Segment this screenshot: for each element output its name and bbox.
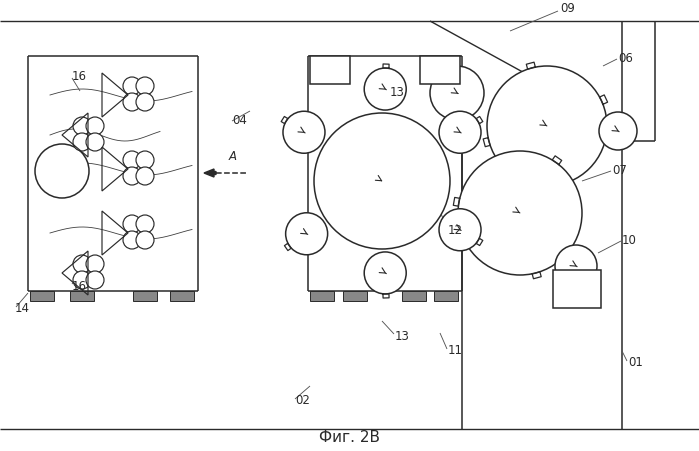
Circle shape xyxy=(286,213,328,255)
Circle shape xyxy=(314,113,450,249)
Circle shape xyxy=(136,231,154,249)
Circle shape xyxy=(123,77,141,95)
Bar xyxy=(343,291,367,301)
Circle shape xyxy=(86,133,104,151)
Circle shape xyxy=(123,151,141,169)
Circle shape xyxy=(86,255,104,273)
Circle shape xyxy=(86,271,104,289)
Circle shape xyxy=(439,111,481,153)
Circle shape xyxy=(599,112,637,150)
Bar xyxy=(30,291,54,301)
Text: 10: 10 xyxy=(622,235,637,248)
Text: 07: 07 xyxy=(612,165,627,178)
Circle shape xyxy=(364,68,406,110)
Circle shape xyxy=(35,144,89,198)
Bar xyxy=(402,291,426,301)
Circle shape xyxy=(136,151,154,169)
Circle shape xyxy=(123,167,141,185)
Circle shape xyxy=(439,209,481,251)
Bar xyxy=(420,56,460,84)
Circle shape xyxy=(86,117,104,135)
Circle shape xyxy=(487,66,607,186)
Circle shape xyxy=(73,133,91,151)
Bar xyxy=(133,291,157,301)
Bar xyxy=(70,291,94,301)
Text: 13: 13 xyxy=(390,87,405,100)
Circle shape xyxy=(555,245,597,287)
Text: 16: 16 xyxy=(72,280,87,293)
Circle shape xyxy=(136,215,154,233)
FancyArrow shape xyxy=(204,169,216,177)
Circle shape xyxy=(123,93,141,111)
Text: Фиг. 2В: Фиг. 2В xyxy=(319,430,380,445)
Text: A: A xyxy=(229,150,237,163)
Bar xyxy=(434,291,458,301)
Circle shape xyxy=(123,215,141,233)
Text: 13: 13 xyxy=(395,330,410,342)
Bar xyxy=(310,291,334,301)
Circle shape xyxy=(136,77,154,95)
Text: 01: 01 xyxy=(628,356,643,369)
Text: 02: 02 xyxy=(295,395,310,408)
Text: 06: 06 xyxy=(618,52,633,65)
Text: 14: 14 xyxy=(15,303,30,316)
Circle shape xyxy=(136,167,154,185)
Circle shape xyxy=(458,151,582,275)
Circle shape xyxy=(73,117,91,135)
Circle shape xyxy=(430,66,484,120)
Bar xyxy=(170,291,194,301)
Bar xyxy=(310,56,350,84)
Circle shape xyxy=(123,231,141,249)
Text: 09: 09 xyxy=(560,3,575,15)
Text: 11: 11 xyxy=(448,345,463,358)
Circle shape xyxy=(73,271,91,289)
Bar xyxy=(553,270,601,308)
Text: 16: 16 xyxy=(72,69,87,83)
Text: 04: 04 xyxy=(232,115,247,128)
Circle shape xyxy=(136,93,154,111)
Circle shape xyxy=(283,111,325,153)
Text: 12: 12 xyxy=(448,225,463,238)
Circle shape xyxy=(73,255,91,273)
Circle shape xyxy=(364,252,406,294)
